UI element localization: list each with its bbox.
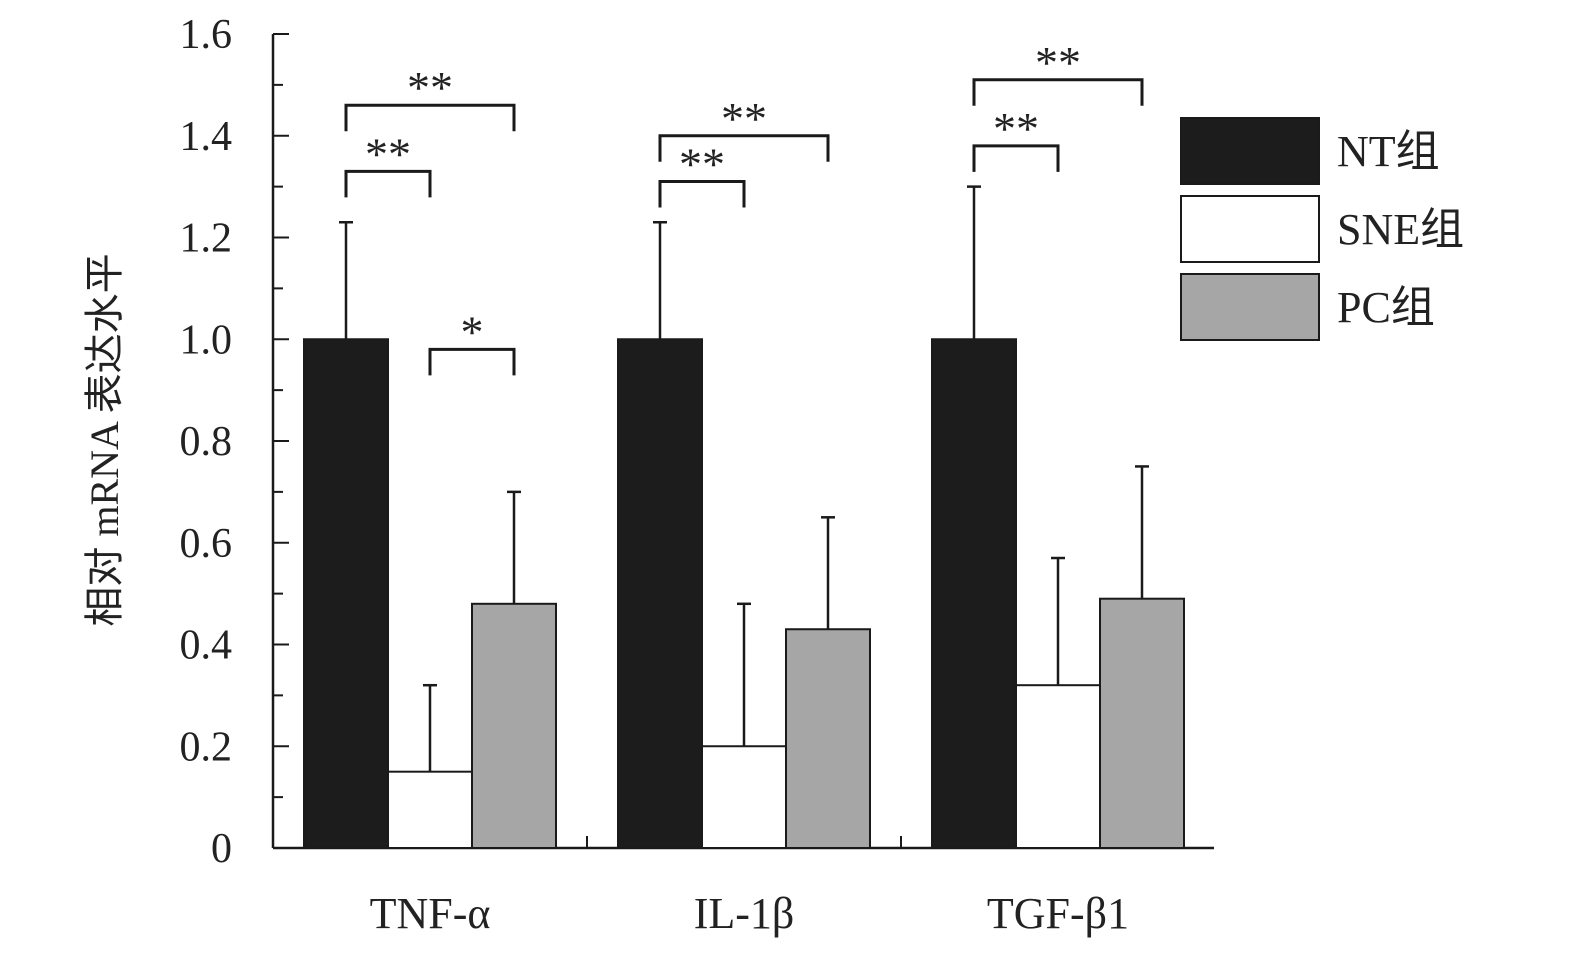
bar: [785, 628, 871, 849]
y-tick-label: 1.6: [180, 12, 233, 58]
significance-bracket: [972, 144, 1060, 172]
legend-label: PC组: [1337, 283, 1435, 332]
y-tick-label: 0.2: [180, 724, 233, 770]
bar: [303, 338, 389, 849]
legend: NT组 SNE组 PC组: [1180, 117, 1464, 341]
bar: [617, 338, 703, 849]
legend-label: NT组: [1337, 127, 1440, 176]
bar: [701, 745, 787, 849]
significance-brackets: *************: [344, 37, 1144, 376]
significance-bracket: [658, 180, 746, 208]
legend-swatch: [1180, 273, 1320, 341]
y-axis-title: 相对 mRNA 表达水平: [82, 253, 127, 626]
bar: [471, 602, 557, 849]
significance-label: **: [407, 62, 453, 113]
significance-bracket: [344, 103, 516, 132]
bar: [1015, 684, 1101, 850]
legend-swatch: [1180, 117, 1320, 185]
y-tick-label: 1.2: [180, 216, 233, 262]
significance-bracket: [344, 169, 432, 198]
y-tick-label: 0.4: [180, 623, 233, 669]
x-category-label: TNF-α: [370, 889, 491, 938]
bar: [387, 770, 473, 849]
legend-label: SNE组: [1337, 205, 1464, 254]
y-tick-label: 0.8: [180, 419, 233, 465]
significance-label: **: [721, 93, 767, 144]
y-tick-label: 1.0: [180, 317, 233, 363]
y-tick-label: 0: [211, 826, 232, 872]
bar: [1099, 597, 1185, 850]
y-tick-label: 1.4: [180, 114, 233, 160]
significance-label: **: [365, 128, 411, 179]
significance-label: *: [461, 306, 484, 357]
bars: [303, 185, 1185, 850]
significance-label: **: [1035, 37, 1081, 88]
significance-label: **: [993, 103, 1039, 154]
significance-bracket: [658, 134, 830, 162]
significance-label: **: [679, 139, 725, 190]
significance-bracket: [428, 347, 516, 376]
legend-swatch: [1180, 195, 1320, 263]
x-category-label: IL-1β: [694, 889, 795, 938]
bar: [931, 338, 1017, 849]
x-category-label: TGF-β1: [987, 889, 1129, 938]
y-tick-label: 0.6: [180, 521, 233, 567]
significance-bracket: [972, 78, 1144, 106]
axes: 0 0.2 0.4 0.6 0.8 1.0 1.2 1.4 1.6 TNF-α IL-1β TGF-β…: [180, 12, 1214, 938]
